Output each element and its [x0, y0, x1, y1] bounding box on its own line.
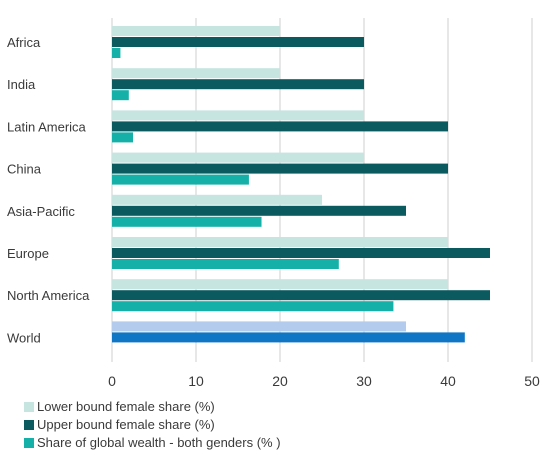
bar-share: [112, 132, 133, 143]
bar-upper: [112, 121, 448, 132]
x-tick-label: 10: [188, 373, 204, 389]
legend-item-upper: Upper bound female share (%): [24, 416, 281, 434]
category-label: India: [7, 77, 36, 92]
category-label: Europe: [7, 246, 49, 261]
bar-lower: [112, 279, 448, 290]
category-label: North America: [7, 288, 90, 303]
bar-share: [112, 301, 394, 312]
legend-swatch-upper: [24, 420, 34, 430]
bar-lower: [112, 68, 280, 79]
bar-upper: [112, 163, 448, 174]
bar-lower: [112, 152, 364, 163]
legend-item-lower: Lower bound female share (%): [24, 398, 281, 416]
bar-lower: [112, 194, 322, 205]
category-label: Latin America: [7, 119, 87, 134]
category-label: Asia-Pacific: [7, 204, 75, 219]
bar-lower: [112, 321, 406, 332]
bar-lower: [112, 237, 448, 247]
bar-upper: [112, 205, 406, 216]
legend-label-upper: Upper bound female share (%): [37, 417, 215, 432]
bar-lower: [112, 26, 280, 36]
x-tick-labels: 0 10 20 30 40 50: [108, 373, 540, 389]
bars: [112, 26, 490, 343]
legend-label-lower: Lower bound female share (%): [37, 399, 215, 414]
bar-upper: [112, 290, 490, 301]
bar-upper: [112, 332, 465, 343]
category-label: Africa: [7, 35, 41, 50]
x-tick-label: 40: [440, 373, 456, 389]
bar-share: [112, 259, 339, 269]
category-label: China: [7, 162, 42, 177]
bar-share: [112, 48, 121, 58]
x-tick-label: 30: [356, 373, 372, 389]
x-tick-label: 0: [108, 373, 116, 389]
x-tick-label: 20: [272, 373, 288, 389]
category-labels: Africa India Latin America China Asia-Pacifi…: [7, 35, 90, 345]
bar-share: [112, 174, 249, 185]
bar-upper: [112, 248, 490, 258]
bar-share: [112, 216, 262, 227]
legend: Lower bound female share (%) Upper bound…: [24, 398, 281, 452]
legend-swatch-global-wealth: [24, 438, 34, 448]
bar-upper: [112, 37, 364, 47]
legend-label-global-wealth: Share of global wealth - both genders (%…: [37, 435, 281, 450]
legend-swatch-lower: [24, 402, 34, 412]
category-label: World: [7, 330, 41, 345]
bar-share: [112, 90, 129, 101]
legend-item-global-wealth: Share of global wealth - both genders (%…: [24, 434, 281, 452]
x-tick-label: 50: [524, 373, 540, 389]
bar-upper: [112, 79, 364, 90]
bar-lower: [112, 110, 364, 121]
